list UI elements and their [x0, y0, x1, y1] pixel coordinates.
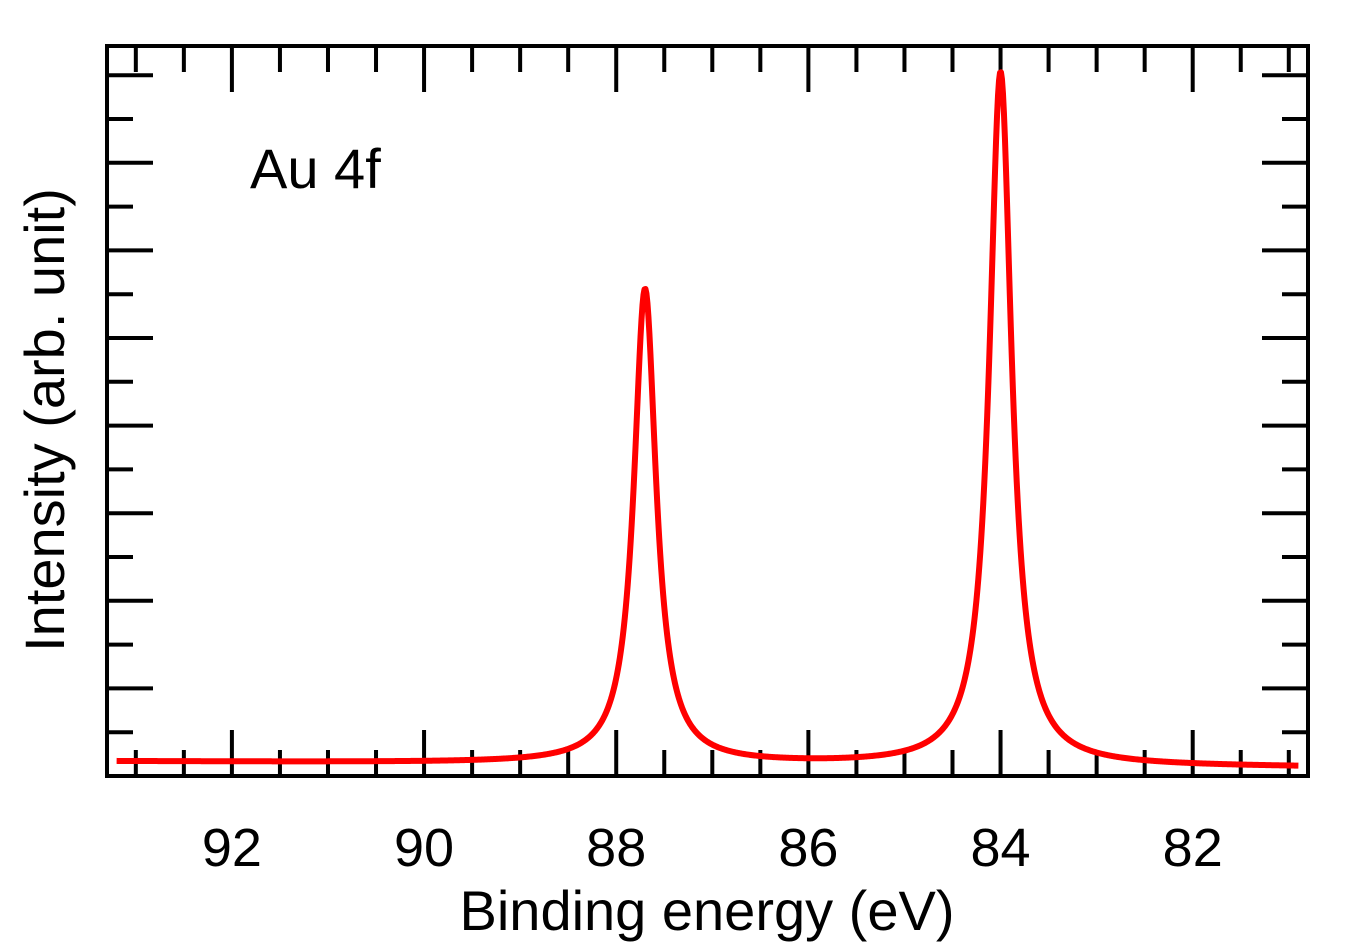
x-tick-label: 82: [1163, 818, 1223, 878]
series-line-au4f: [114, 69, 1301, 769]
plot-frame: [105, 44, 1310, 778]
x-tick-labels: 92 90 88 86 84 82: [202, 818, 1223, 878]
x-tick-label: 86: [778, 818, 838, 878]
x-tick-label: 88: [586, 818, 646, 878]
x-tick-label: 90: [394, 818, 454, 878]
x-axis-title: Binding energy (eV): [460, 879, 955, 942]
x-tick-label: 92: [202, 818, 262, 878]
peak-annotation: Au 4f: [250, 137, 381, 200]
x-tick-label: 84: [971, 818, 1031, 878]
y-axis-title: Intensity (arb. unit): [13, 188, 76, 652]
